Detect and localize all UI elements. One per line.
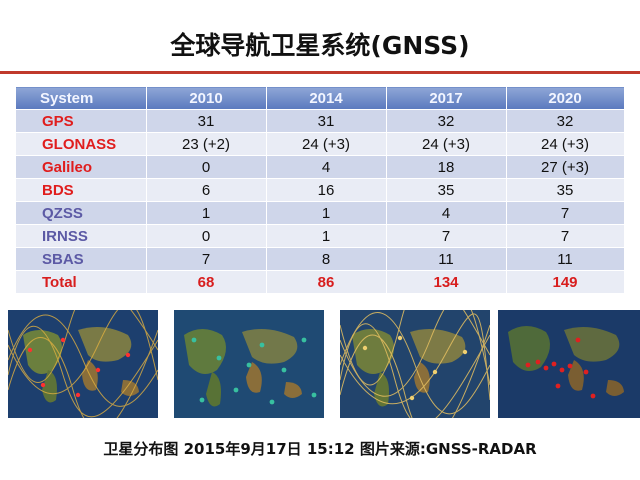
cell-2020: 32 (506, 109, 625, 133)
cell-2014: 1 (266, 224, 387, 248)
satellite-maps-row (8, 310, 640, 422)
system-name: GLONASS (16, 132, 147, 156)
table-row: QZSS 1 1 4 7 (16, 201, 625, 225)
header-2010: 2010 (146, 86, 267, 110)
cell-2014: 8 (266, 247, 387, 271)
system-name: GPS (16, 109, 147, 133)
cell-2017: 24 (+3) (386, 132, 507, 156)
figure-caption: 卫星分布图 2015年9月17日 15:12 图片来源:GNSS-RADAR (103, 440, 537, 458)
table-row: Galileo 0 4 18 27 (+3) (16, 155, 625, 179)
satellite-ground-track-map-3 (340, 310, 490, 418)
cell-2014: 16 (266, 178, 387, 202)
cell-2020: 27 (+3) (506, 155, 625, 179)
total-label: Total (16, 270, 147, 293)
system-name: Galileo (16, 155, 147, 179)
system-name: QZSS (16, 201, 147, 225)
cell-2014: 1 (266, 201, 387, 225)
cell-2010: 7 (146, 247, 267, 271)
total-2010: 68 (146, 270, 267, 293)
cell-2017: 35 (386, 178, 507, 202)
gnss-satellite-table: System 2010 2014 2017 2020 GPS 31 31 32 … (16, 86, 625, 293)
header-2017: 2017 (386, 86, 507, 110)
satellite-position-map-2 (174, 310, 324, 418)
satellite-position-map-4 (498, 310, 640, 418)
table-row: SBAS 7 8 11 11 (16, 247, 625, 271)
cell-2010: 0 (146, 224, 267, 248)
cell-2017: 11 (386, 247, 507, 271)
cell-2017: 4 (386, 201, 507, 225)
cell-2010: 6 (146, 178, 267, 202)
cell-2020: 11 (506, 247, 625, 271)
total-2014: 86 (266, 270, 387, 293)
cell-2020: 7 (506, 201, 625, 225)
cell-2010: 23 (+2) (146, 132, 267, 156)
table-total-row: Total 68 86 134 149 (16, 270, 625, 293)
header-2014: 2014 (266, 86, 387, 110)
table-header-row: System 2010 2014 2017 2020 (16, 86, 625, 110)
header-system: System (16, 86, 147, 110)
cell-2010: 31 (146, 109, 267, 133)
system-name: SBAS (16, 247, 147, 271)
total-2020: 149 (506, 270, 625, 293)
system-name: IRNSS (16, 224, 147, 248)
cell-2017: 32 (386, 109, 507, 133)
slide-title: 全球导航卫星系统(GNSS) (170, 31, 470, 60)
satellite-ground-track-map-1 (8, 310, 158, 418)
cell-2014: 24 (+3) (266, 132, 387, 156)
cell-2010: 1 (146, 201, 267, 225)
system-name: BDS (16, 178, 147, 202)
header-2020: 2020 (506, 86, 625, 110)
cell-2014: 31 (266, 109, 387, 133)
cell-2020: 24 (+3) (506, 132, 625, 156)
cell-2017: 18 (386, 155, 507, 179)
table-row: BDS 6 16 35 35 (16, 178, 625, 202)
cell-2017: 7 (386, 224, 507, 248)
table-row: GLONASS 23 (+2) 24 (+3) 24 (+3) 24 (+3) (16, 132, 625, 156)
cell-2020: 7 (506, 224, 625, 248)
title-underline (0, 71, 640, 74)
table-row: GPS 31 31 32 32 (16, 109, 625, 133)
total-2017: 134 (386, 270, 507, 293)
cell-2014: 4 (266, 155, 387, 179)
table-row: IRNSS 0 1 7 7 (16, 224, 625, 248)
cell-2010: 0 (146, 155, 267, 179)
cell-2020: 35 (506, 178, 625, 202)
